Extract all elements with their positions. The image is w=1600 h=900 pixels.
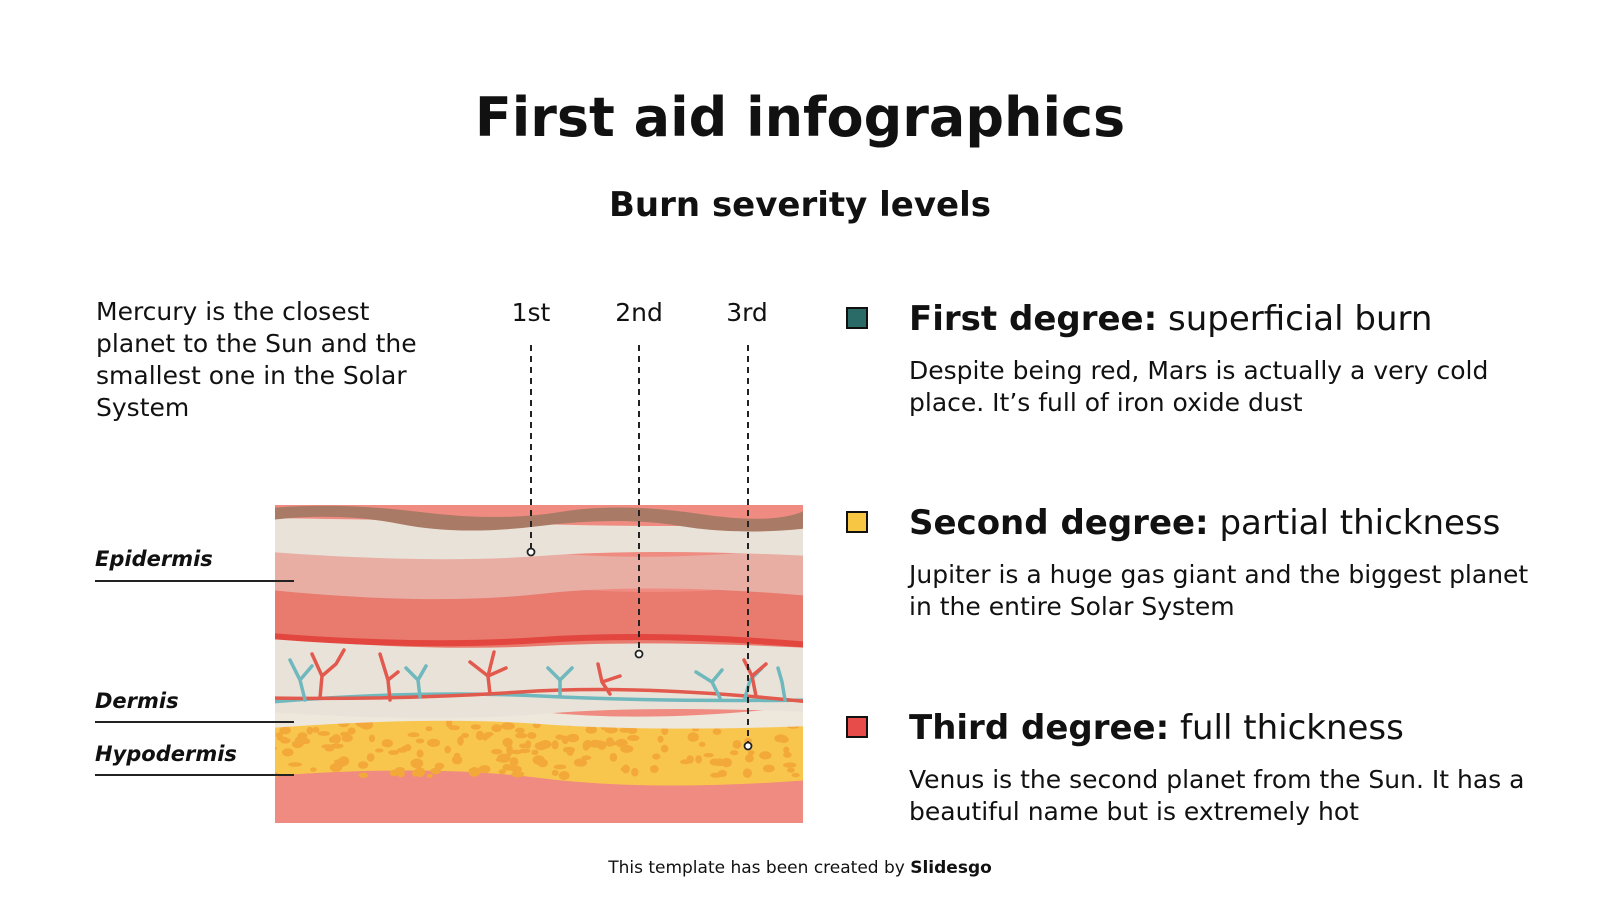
degree-label-3rd: 3rd <box>726 298 768 327</box>
depth-marker-2nd <box>634 345 644 659</box>
blood-vessels <box>275 648 803 704</box>
fat-layer <box>275 715 803 786</box>
hypodermis-leader-line <box>95 774 294 776</box>
legend-description: Venus is the second planet from the Sun.… <box>909 765 1525 826</box>
depth-marker-1st <box>526 345 536 557</box>
legend-description: Jupiter is a huge gas giant and the bigg… <box>909 560 1529 621</box>
depth-marker-3rd <box>743 345 753 751</box>
legend-description: Despite being red, Mars is actually a ve… <box>909 356 1489 417</box>
legend-heading: Third degree: full thickness <box>909 708 1404 748</box>
page-title: First aid infographics <box>474 86 1126 149</box>
skin-surface <box>275 505 803 532</box>
page-subtitle: Burn severity levels <box>609 185 991 225</box>
fat-texture <box>275 717 801 780</box>
intro-text: Mercury is the closest planet to the Sun… <box>96 297 417 422</box>
degree-label-1st: 1st <box>511 298 551 327</box>
swatch-third-degree <box>846 716 868 738</box>
swatch-second-degree <box>846 511 868 533</box>
skin-cross-section-illustration <box>275 345 803 823</box>
label-epidermis: Epidermis <box>95 547 213 571</box>
footer-brand: Slidesgo <box>910 858 992 878</box>
dermis-leader-line <box>95 721 294 723</box>
footer-credit: This template has been created by Slides… <box>608 858 992 878</box>
label-hypodermis: Hypodermis <box>95 742 237 766</box>
degree-label-2nd: 2nd <box>615 298 663 327</box>
epidermis-leader-line <box>95 580 294 582</box>
legend-heading: First degree: superficial burn <box>909 299 1433 339</box>
label-dermis: Dermis <box>95 689 179 713</box>
legend-heading: Second degree: partial thickness <box>909 503 1501 543</box>
swatch-first-degree <box>846 307 868 329</box>
